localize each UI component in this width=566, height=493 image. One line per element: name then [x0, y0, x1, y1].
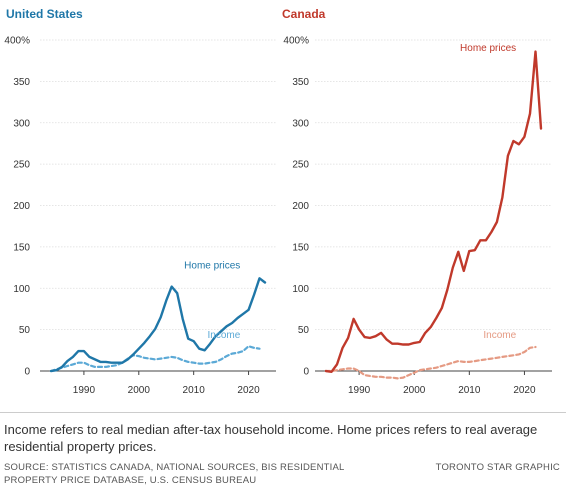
- x-tick-label: 2010: [183, 385, 206, 396]
- x-tick-label: 2000: [128, 385, 151, 396]
- series-line-income: [49, 345, 261, 373]
- chart-panel-0: United States 0 50 100 150 200 250 300 350 400% 19…: [4, 7, 276, 396]
- y-tick-label: 350: [13, 77, 30, 88]
- x-tick-label: 2010: [458, 385, 481, 396]
- x-tick-label: 2000: [403, 385, 426, 396]
- y-tick-label: 150: [292, 242, 309, 253]
- series-label: Income: [208, 330, 241, 341]
- y-tick-label: 100: [292, 284, 309, 295]
- y-tick-label: 400%: [4, 36, 30, 47]
- x-tick-label: 1990: [73, 385, 96, 396]
- x-tick-label: 2020: [513, 385, 536, 396]
- y-tick-label: 50: [298, 325, 310, 336]
- x-tick-label: 2020: [237, 385, 260, 396]
- footnote: Income refers to real median after-tax h…: [4, 422, 538, 454]
- source-credit: SOURCE: STATISTICS CANADA, NATIONAL SOUR…: [4, 462, 345, 486]
- y-tick-label: 250: [292, 160, 309, 171]
- series-line-home-prices: [324, 50, 543, 373]
- y-tick-label: 300: [13, 118, 30, 129]
- chart-panel-1: Canada 0 50 100 150 200 250 300 350 400% 1990 2000 2…: [282, 7, 552, 396]
- y-tick-label: 100: [13, 284, 30, 295]
- chart-title: United States: [6, 7, 83, 21]
- y-tick-label: 200: [292, 201, 309, 212]
- chart-title: Canada: [282, 7, 326, 21]
- footer-divider: [0, 412, 566, 413]
- series-line-income: [324, 345, 537, 380]
- y-tick-label: 300: [292, 118, 309, 129]
- y-tick-label: 400%: [283, 36, 309, 47]
- y-tick-label: 250: [13, 160, 30, 171]
- publisher-credit: TORONTO STAR GRAPHIC: [435, 462, 560, 473]
- y-tick-label: 150: [13, 242, 30, 253]
- y-tick-label: 50: [19, 325, 31, 336]
- y-tick-label: 0: [24, 367, 30, 378]
- y-tick-label: 0: [303, 367, 309, 378]
- series-label: Home prices: [184, 260, 240, 271]
- y-tick-label: 200: [13, 201, 30, 212]
- charts-area: United States 0 50 100 150 200 250 300 350 400% 19…: [4, 7, 552, 396]
- y-tick-label: 350: [292, 77, 309, 88]
- series-label: Income: [483, 330, 516, 341]
- x-tick-label: 1990: [348, 385, 371, 396]
- series-label: Home prices: [460, 43, 516, 54]
- series-line-home-prices: [49, 277, 267, 373]
